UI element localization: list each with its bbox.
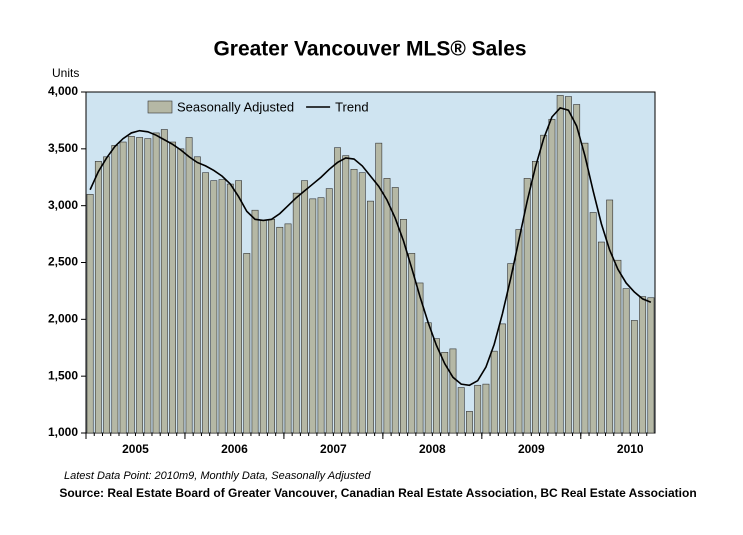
bar	[647, 297, 655, 434]
bar	[243, 253, 251, 434]
bar	[119, 141, 127, 434]
bar	[630, 320, 638, 434]
legend-label: Trend	[335, 99, 368, 114]
bar	[226, 183, 234, 434]
bar	[103, 156, 111, 434]
y-tick-label: 3,500	[48, 141, 78, 155]
bar	[540, 134, 548, 434]
bar	[383, 178, 391, 434]
bar	[301, 180, 308, 434]
bar	[482, 383, 490, 434]
legend-label: Seasonally Adjusted	[177, 99, 294, 114]
bar	[259, 220, 267, 434]
bar	[202, 172, 209, 434]
bar	[127, 136, 135, 434]
bar	[193, 156, 201, 434]
bar	[334, 147, 341, 434]
bar	[408, 253, 416, 434]
source: Source: Real Estate Board of Greater Van…	[59, 486, 696, 500]
bar	[309, 198, 317, 434]
bar	[457, 387, 465, 434]
bar	[548, 118, 556, 434]
bar	[597, 241, 605, 434]
bar	[210, 180, 218, 434]
bar	[111, 145, 119, 434]
bar	[523, 178, 531, 434]
note: Latest Data Point: 2010m9, Monthly Data,…	[64, 470, 371, 482]
legend-swatch	[147, 100, 173, 114]
bar	[507, 263, 515, 434]
bar	[86, 194, 94, 434]
bar	[589, 212, 597, 434]
x-tick-label: 2005	[122, 442, 149, 456]
y-tick-label: 4,000	[48, 84, 78, 98]
bar	[160, 129, 168, 434]
bar	[424, 322, 432, 434]
x-tick-label: 2009	[518, 442, 545, 456]
chart-title: Greater Vancouver MLS® Sales	[213, 38, 526, 61]
bar	[317, 197, 325, 434]
bar	[581, 142, 589, 434]
bar	[433, 338, 440, 434]
bar	[639, 296, 647, 434]
bar	[474, 384, 482, 434]
bar	[400, 219, 407, 434]
bar	[358, 172, 366, 434]
bar	[441, 351, 449, 434]
bar	[606, 199, 614, 434]
bar	[499, 323, 506, 434]
y-tick-label: 2,500	[48, 255, 78, 269]
bar	[251, 209, 259, 434]
bar	[284, 223, 292, 434]
x-tick-label: 2008	[419, 442, 446, 456]
bar	[136, 137, 144, 434]
y-tick-label: 1,000	[48, 425, 78, 439]
trend-line	[89, 107, 652, 387]
bar	[490, 350, 498, 434]
bar	[375, 142, 383, 434]
y-tick-label: 1,500	[48, 368, 78, 382]
bar	[169, 141, 177, 434]
y-axis-label: Units	[52, 66, 79, 80]
bar	[532, 161, 539, 434]
bar	[350, 168, 358, 434]
bar	[276, 226, 284, 434]
bar	[94, 161, 102, 434]
bar	[466, 411, 473, 434]
bar	[218, 179, 226, 434]
bar	[556, 95, 564, 434]
bar	[325, 188, 333, 434]
bar	[268, 219, 275, 434]
bar	[391, 187, 399, 434]
bar	[177, 148, 185, 434]
bar	[144, 138, 152, 434]
bar	[235, 180, 242, 434]
y-tick-label: 2,000	[48, 312, 78, 326]
bar	[292, 192, 300, 434]
bar	[573, 104, 581, 434]
bar	[449, 348, 457, 434]
bar	[185, 137, 193, 434]
bar	[367, 200, 374, 434]
bar	[622, 288, 630, 434]
x-tick-label: 2007	[320, 442, 347, 456]
bar	[614, 259, 622, 434]
x-tick-label: 2010	[617, 442, 644, 456]
bar	[152, 132, 160, 434]
x-tick-label: 2006	[221, 442, 248, 456]
y-tick-label: 3,000	[48, 198, 78, 212]
bar	[515, 229, 523, 434]
bar	[342, 155, 350, 434]
bar	[564, 96, 572, 434]
bar	[416, 282, 424, 434]
